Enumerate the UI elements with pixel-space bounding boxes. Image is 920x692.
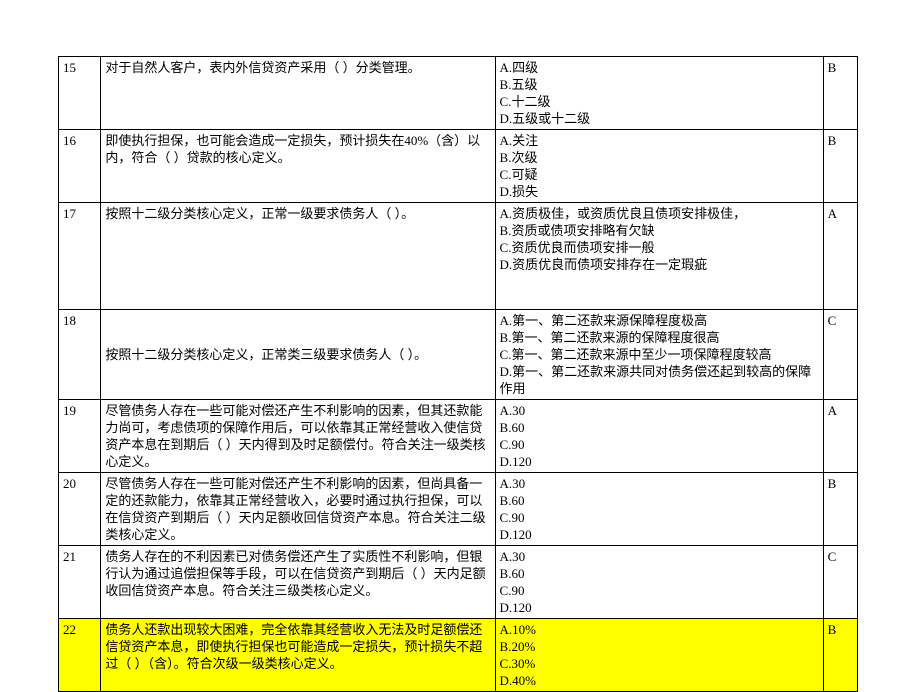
question-text: 按照十二级分类核心定义，正常类三级要求债务人（ ）。	[105, 347, 427, 362]
option-line: A.四级	[500, 59, 819, 76]
options-cell: A.30B.60C.90D.120	[495, 400, 823, 473]
option-line: A.资质极佳，或资质优良且债项安排极佳，	[500, 205, 819, 222]
answer-cell: C	[823, 310, 857, 400]
option-line: B.60	[500, 565, 819, 582]
question-cell: 尽管债务人存在一些可能对偿还产生不利影响的因素，但其还款能力尚可，考虑债项的保障…	[101, 400, 495, 473]
answer-cell: C	[823, 546, 857, 619]
row-number: 18	[59, 310, 101, 400]
answer-cell: B	[823, 130, 857, 203]
option-line: A.关注	[500, 132, 819, 149]
row-number: 17	[59, 203, 101, 310]
table-row: 17 按照十二级分类核心定义，正常一级要求债务人（ ）。 A.资质极佳，或资质优良且…	[59, 203, 858, 310]
question-cell: 按照十二级分类核心定义，正常类三级要求债务人（ ）。	[101, 310, 495, 400]
options-cell: A.第一、第二还款来源保障程度极高B.第一、第二还款来源的保障程度很高C.第一、…	[495, 310, 823, 400]
question-cell: 债务人还款出现较大困难，完全依靠其经营收入无法及时足额偿还信贷资产本息，即使执行…	[101, 619, 495, 692]
option-line: D.资质优良而债项安排存在一定瑕疵	[500, 256, 819, 273]
table-row: 15 对于自然人客户，表内外信贷资产采用（ ）分类管理。 A.四级B.五级C.十二级…	[59, 57, 858, 130]
options-cell: A.30B.60C.90D.120	[495, 546, 823, 619]
table-row: 21债务人存在的不利因素已对债务偿还产生了实质性不利影响，但银行认为通过追偿担保…	[59, 546, 858, 619]
option-line: D.40%	[500, 672, 819, 689]
option-line: C.可疑	[500, 166, 819, 183]
table-row: 18 按照十二级分类核心定义，正常类三级要求债务人（ ）。 A.第一、第二还款来源保…	[59, 310, 858, 400]
option-line: D.第一、第二还款来源共同对债务偿还起到较高的保障作用	[500, 363, 819, 397]
answer-cell: B	[823, 57, 857, 130]
option-line: C.十二级	[500, 93, 819, 110]
row-number: 22	[59, 619, 101, 692]
question-text: 按照十二级分类核心定义，正常一级要求债务人（ ）。	[105, 206, 414, 221]
option-line: D.120	[500, 599, 819, 616]
question-cell: 按照十二级分类核心定义，正常一级要求债务人（ ）。	[101, 203, 495, 310]
option-line: C.第一、第二还款来源中至少一项保障程度较高	[500, 346, 819, 363]
question-text: 即使执行担保，也可能会造成一定损失，预计损失在40%（含）以内，符合（ ）贷款的…	[105, 133, 480, 165]
option-line: C.90	[500, 509, 819, 526]
question-text: 对于自然人客户，表内外信贷资产采用（ ）分类管理。	[105, 60, 420, 75]
padding-line	[500, 290, 819, 307]
question-cell: 即使执行担保，也可能会造成一定损失，预计损失在40%（含）以内，符合（ ）贷款的…	[101, 130, 495, 203]
answer-cell: B	[823, 619, 857, 692]
options-cell: A.10%B.20%C.30%D.40%	[495, 619, 823, 692]
question-cell: 尽管债务人存在一些可能对偿还产生不利影响的因素，但尚具备一定的还款能力，依靠其正…	[101, 473, 495, 546]
answer-cell: B	[823, 473, 857, 546]
answer-cell: A	[823, 203, 857, 310]
option-line: D.120	[500, 453, 819, 470]
padding-line	[500, 273, 819, 290]
options-cell: A.关注B.次级C.可疑D.损失	[495, 130, 823, 203]
option-line: C.90	[500, 582, 819, 599]
question-cell: 对于自然人客户，表内外信贷资产采用（ ）分类管理。	[101, 57, 495, 130]
options-cell: A.资质极佳，或资质优良且债项安排极佳，B.资质或债项安排略有欠缺C.资质优良而…	[495, 203, 823, 310]
option-line: B.次级	[500, 149, 819, 166]
table-row: 19尽管债务人存在一些可能对偿还产生不利影响的因素，但其还款能力尚可，考虑债项的…	[59, 400, 858, 473]
answer-cell: A	[823, 400, 857, 473]
row-number: 20	[59, 473, 101, 546]
table-row: 16即使执行担保，也可能会造成一定损失，预计损失在40%（含）以内，符合（ ）贷…	[59, 130, 858, 203]
option-line: B.60	[500, 419, 819, 436]
table-row: 20尽管债务人存在一些可能对偿还产生不利影响的因素，但尚具备一定的还款能力，依靠…	[59, 473, 858, 546]
option-line: B.20%	[500, 638, 819, 655]
question-text: 债务人还款出现较大困难，完全依靠其经营收入无法及时足额偿还信贷资产本息，即使执行…	[105, 622, 482, 671]
row-number: 19	[59, 400, 101, 473]
option-line: C.90	[500, 436, 819, 453]
row-number: 16	[59, 130, 101, 203]
option-line: D.120	[500, 526, 819, 543]
question-text: 尽管债务人存在一些可能对偿还产生不利影响的因素，但尚具备一定的还款能力，依靠其正…	[105, 476, 485, 542]
option-line: B.第一、第二还款来源的保障程度很高	[500, 329, 819, 346]
option-line: D.五级或十二级	[500, 110, 819, 127]
question-table: 15 对于自然人客户，表内外信贷资产采用（ ）分类管理。 A.四级B.五级C.十二级…	[58, 56, 858, 692]
row-number: 15	[59, 57, 101, 130]
options-cell: A.四级B.五级C.十二级D.五级或十二级	[495, 57, 823, 130]
option-line: A.30	[500, 475, 819, 492]
option-line: C.资质优良而债项安排一般	[500, 239, 819, 256]
option-line: D.损失	[500, 183, 819, 200]
option-line: A.第一、第二还款来源保障程度极高	[500, 312, 819, 329]
question-cell: 债务人存在的不利因素已对债务偿还产生了实质性不利影响，但银行认为通过追偿担保等手…	[101, 546, 495, 619]
options-cell: A.30B.60C.90D.120	[495, 473, 823, 546]
question-text: 债务人存在的不利因素已对债务偿还产生了实质性不利影响，但银行认为通过追偿担保等手…	[105, 549, 485, 598]
option-line: B.五级	[500, 76, 819, 93]
option-line: A.30	[500, 548, 819, 565]
option-line: A.10%	[500, 621, 819, 638]
option-line: B.资质或债项安排略有欠缺	[500, 222, 819, 239]
option-line: B.60	[500, 492, 819, 509]
question-text: 尽管债务人存在一些可能对偿还产生不利影响的因素，但其还款能力尚可，考虑债项的保障…	[105, 403, 485, 469]
option-line: A.30	[500, 402, 819, 419]
row-number: 21	[59, 546, 101, 619]
option-line: C.30%	[500, 655, 819, 672]
table-row: 22债务人还款出现较大困难，完全依靠其经营收入无法及时足额偿还信贷资产本息，即使…	[59, 619, 858, 692]
